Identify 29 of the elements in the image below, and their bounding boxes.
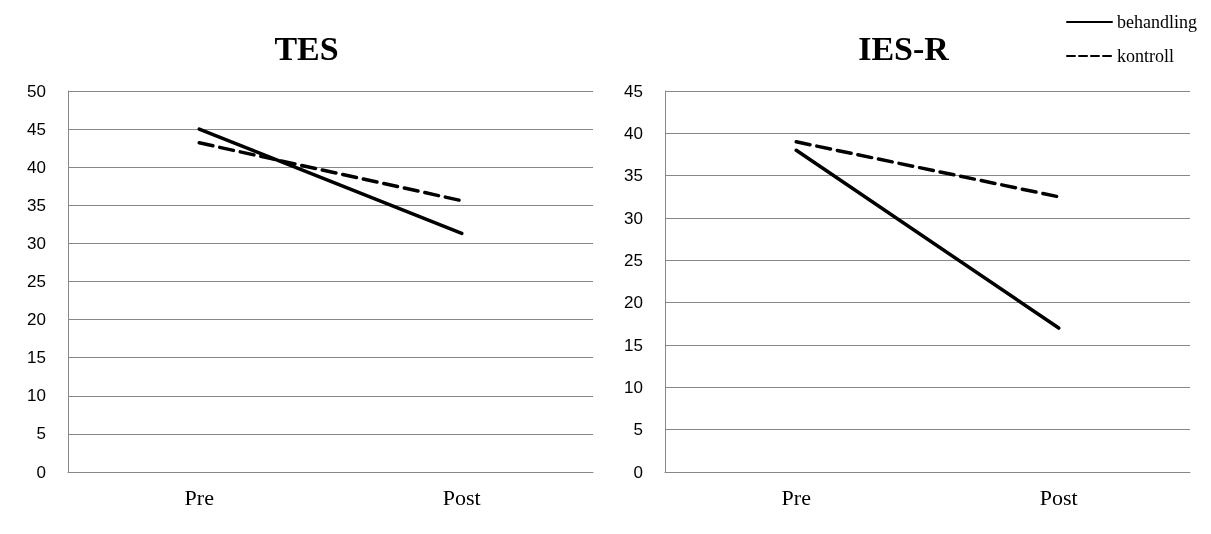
y-tick-label: 0 bbox=[633, 462, 643, 482]
y-tick-label: 5 bbox=[36, 424, 46, 444]
legend-label: kontroll bbox=[1117, 46, 1175, 66]
chart-title: TES bbox=[274, 29, 339, 67]
y-tick-label: 45 bbox=[624, 81, 643, 101]
y-tick-label: 25 bbox=[27, 272, 46, 291]
y-tick-label: 35 bbox=[624, 166, 643, 186]
y-tick-label: 25 bbox=[624, 250, 643, 270]
y-tick-label: 30 bbox=[27, 233, 46, 253]
x-tick-label: Pre bbox=[184, 484, 214, 510]
x-tick-label: Pre bbox=[781, 484, 811, 510]
y-tick-label: 45 bbox=[27, 119, 46, 139]
x-tick-label: Post bbox=[442, 484, 481, 510]
chart-title: IES-R bbox=[858, 29, 950, 67]
y-tick-label: 10 bbox=[27, 386, 46, 406]
y-tick-label: 50 bbox=[27, 81, 46, 101]
x-tick-label: Post bbox=[1039, 484, 1078, 510]
y-tick-label: 40 bbox=[624, 123, 643, 143]
y-tick-label: 40 bbox=[27, 157, 46, 177]
y-tick-label: 30 bbox=[624, 208, 643, 228]
y-tick-label: 5 bbox=[633, 420, 643, 440]
y-tick-label: 15 bbox=[27, 348, 46, 368]
legend-label: behandling bbox=[1117, 12, 1197, 32]
y-tick-label: 0 bbox=[36, 462, 46, 482]
y-tick-label: 20 bbox=[27, 310, 46, 330]
y-tick-label: 15 bbox=[624, 335, 643, 355]
y-tick-label: 35 bbox=[27, 195, 46, 215]
y-tick-label: 10 bbox=[624, 377, 643, 397]
y-tick-label: 20 bbox=[624, 293, 643, 313]
